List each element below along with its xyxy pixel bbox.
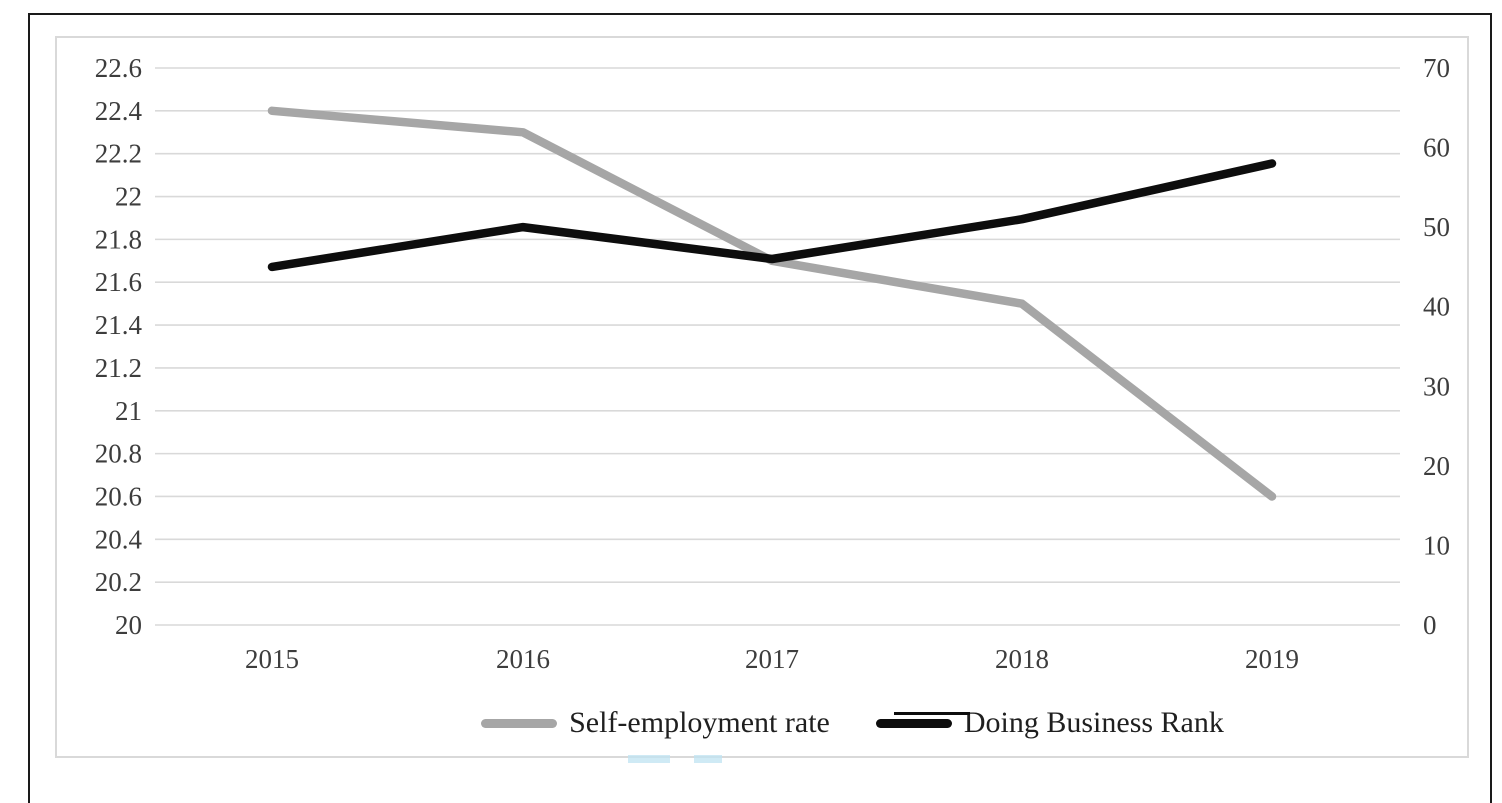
right-axis-tick-label: 30 xyxy=(1423,371,1450,401)
x-axis-tick-label: 2015 xyxy=(245,644,299,674)
left-axis-tick-label: 21.8 xyxy=(95,224,142,254)
legend-swatch-thin-line xyxy=(893,711,970,715)
right-axis-tick-label: 70 xyxy=(1423,53,1450,83)
right-axis-tick-label: 10 xyxy=(1423,530,1450,560)
series-line-self-employment-rate xyxy=(267,106,1277,501)
chart-legend: Self-employment rate Doing Business Rank xyxy=(155,702,1400,744)
x-axis-tick-label: 2019 xyxy=(1245,644,1299,674)
left-axis-tick-label: 22.6 xyxy=(95,53,142,83)
left-axis-tick-label: 20.6 xyxy=(95,481,142,511)
page-frame-border xyxy=(28,13,1492,803)
left-axis-tick-label: 20.4 xyxy=(95,524,143,554)
left-axis-tick-label: 20.8 xyxy=(95,439,142,469)
left-axis-tick-label: 21.2 xyxy=(95,353,142,383)
left-axis-tick-label: 20 xyxy=(115,610,142,640)
left-axis-tick-label: 22.2 xyxy=(95,139,142,169)
x-axis-tick-label: 2017 xyxy=(745,644,799,674)
right-axis-tick-label: 40 xyxy=(1423,292,1450,322)
legend-label: Doing Business Rank xyxy=(963,706,1224,739)
left-axis-tick-label: 21.6 xyxy=(95,267,142,297)
chart-area-border xyxy=(55,36,1469,758)
series-line-doing-business-rank xyxy=(267,159,1277,272)
x-axis-tick-label: 2018 xyxy=(995,644,1049,674)
chart-canvas: 22.6 22.4 22.2 22 21.8 21.6 21.4 21.2 21 20.8 20.6… xyxy=(28,13,1492,803)
left-axis-tick-label: 21.4 xyxy=(95,310,143,340)
x-axis-tick-label: 2016 xyxy=(496,644,550,674)
legend-swatch-gray-line xyxy=(481,718,558,728)
legend-label: Self-employment rate xyxy=(569,706,830,739)
legend-item-doing-business-rank: Doing Business Rank xyxy=(875,706,1224,740)
legend-swatch-black-line xyxy=(875,711,970,728)
left-axis-tick-label: 21 xyxy=(115,396,142,426)
left-axis-tick-label: 22 xyxy=(115,182,142,212)
legend-item-self-employment-rate: Self-employment rate xyxy=(481,706,830,740)
left-axis-tick-label: 20.2 xyxy=(95,567,142,597)
left-axis-tick-label: 22.4 xyxy=(95,96,143,126)
highlight-smudge xyxy=(694,755,722,763)
line-chart: 22.6 22.4 22.2 22 21.8 21.6 21.4 21.2 21 20.8 20.6… xyxy=(95,53,1450,674)
right-axis-tick-label: 50 xyxy=(1423,212,1450,242)
right-axis-tick-label: 20 xyxy=(1423,451,1450,481)
highlight-smudge xyxy=(628,755,670,763)
right-axis-tick-label: 60 xyxy=(1423,133,1450,163)
right-axis-tick-label: 0 xyxy=(1423,610,1437,640)
